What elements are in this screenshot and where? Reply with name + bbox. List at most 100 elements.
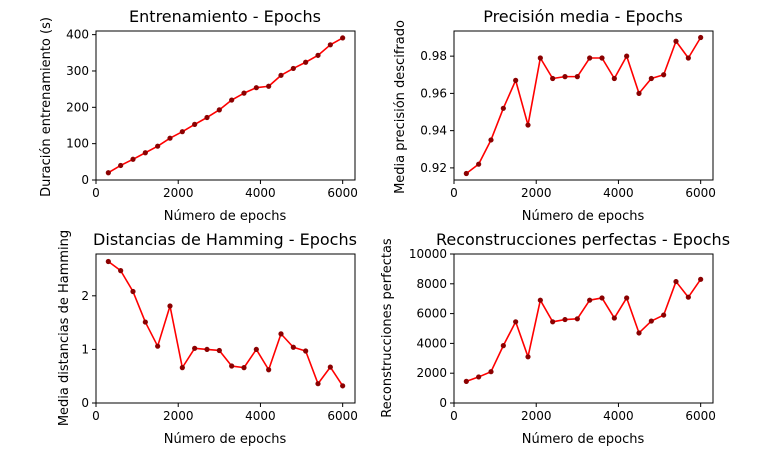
data-point [513,319,519,325]
y-tick-label: 6000 [416,307,447,321]
data-point [142,150,148,156]
data-point [562,316,568,323]
x-tick-label: 0 [450,409,458,423]
x-tick-label: 4000 [245,409,276,423]
data-point [130,288,136,295]
data-point [673,38,679,44]
data-point [587,297,593,303]
data-point [253,85,259,91]
data-point [167,303,173,309]
y-tick-label: 0.98 [420,49,447,63]
y-tick-label: 1 [81,342,89,356]
y-tick-label: 0.96 [420,86,447,100]
data-point [525,122,531,128]
panel-perfect-reconstructions: Reconstrucciones perfectas - Epochs Núme… [380,230,730,447]
x-tick-label: 0 [450,186,458,200]
data-point [599,295,605,301]
data-point [253,346,259,353]
data-point [648,318,654,324]
data-point [636,330,642,336]
data-point [661,72,667,78]
data-point [476,374,482,380]
x-tick-label: 2000 [163,186,194,200]
data-point [130,156,136,162]
data-point [118,162,124,169]
x-tick-label: 4000 [603,409,634,423]
axes-frame [95,30,356,181]
data-point [167,135,173,141]
data-point [142,319,148,325]
data-point [574,316,580,322]
data-point [290,65,296,72]
data-point [216,347,222,354]
x-tick-label: 6000 [685,409,716,423]
data-point [192,121,198,127]
data-point [500,343,506,349]
x-tick-label: 2000 [163,409,194,423]
data-point [525,354,531,360]
data-point [105,170,111,176]
y-tick-label: 300 [66,64,89,78]
data-point [229,363,235,369]
panel-training-duration: Entrenamiento - Epochs Número de epochs … [39,7,358,224]
data-point [105,258,111,265]
data-point [513,77,519,83]
y-tick-label: 4000 [416,336,447,350]
x-tick-label: 0 [92,186,100,200]
y-tick-label: 100 [66,137,89,151]
data-point [216,107,222,113]
y-tick-label: 0.94 [420,124,447,138]
x-tick-label: 2000 [521,409,552,423]
chart-title: Reconstrucciones perfectas - Epochs [436,230,730,249]
panel-mean-precision: Precisión media - Epochs Número de epoch… [393,7,716,224]
data-point [587,55,593,61]
y-axis-label: Reconstrucciones perfectas [380,238,395,418]
data-point [179,129,185,135]
data-point [550,319,556,325]
data-point [500,105,506,111]
y-tick-label: 0 [81,396,89,410]
data-point [241,365,247,371]
data-point [179,365,185,371]
data-point [685,55,691,61]
data-point [315,381,321,387]
data-point [278,72,284,78]
data-point [550,75,556,82]
data-point [315,52,321,58]
x-axis-label: Número de epochs [522,209,645,224]
chart-title: Precisión media - Epochs [483,7,683,26]
data-point [463,378,469,384]
data-point [661,312,667,318]
data-point [648,75,654,82]
x-axis-label: Número de epochs [164,209,287,224]
data-point [624,53,630,59]
data-point [340,35,346,41]
data-point [340,383,346,389]
y-tick-label: 400 [66,28,89,42]
data-point [266,367,272,373]
axes-frame [453,253,714,404]
data-point [636,90,642,96]
data-point [698,34,704,41]
data-point [303,348,309,354]
y-axis-label: Media precisión descifrado [393,20,408,194]
data-point [673,278,679,285]
data-point [611,315,617,321]
y-tick-label: 0 [81,173,89,187]
data-point [488,137,494,143]
x-tick-label: 4000 [245,186,276,200]
data-point [155,143,161,149]
y-axis-label: Media distancias de Hamming [57,230,72,426]
data-point [241,90,247,96]
data-point [290,344,296,350]
y-tick-label: 200 [66,100,89,114]
x-axis-label: Número de epochs [522,432,645,447]
data-point [278,331,284,337]
data-point [463,170,469,177]
x-tick-label: 6000 [327,186,358,200]
data-point [155,343,161,349]
y-tick-label: 2 [81,289,89,303]
x-tick-label: 6000 [327,409,358,423]
x-axis-label: Número de epochs [164,432,287,447]
data-point [488,369,494,375]
